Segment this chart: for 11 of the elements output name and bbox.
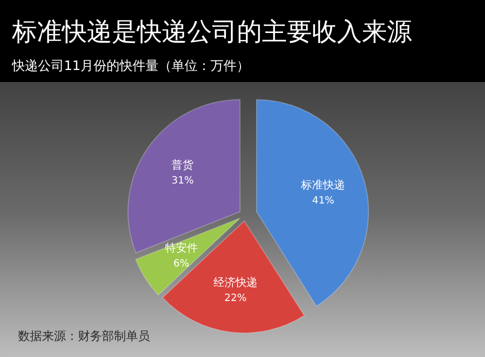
slice-label: 特安件 [164, 241, 198, 254]
data-label: 6% [173, 258, 190, 270]
slice-label: 经济快递 [214, 276, 258, 289]
data-label: 41% [312, 195, 334, 206]
data-label: 22% [224, 292, 247, 304]
slice-label: 普货 [172, 158, 194, 172]
source-note: 数据来源：财务部制单员 [18, 329, 150, 343]
chart-subtitle: 快递公司11月份的快件量（单位：万件） [11, 59, 250, 74]
slice-label: 标准快递 [300, 178, 346, 192]
chart-title: 标准快递是快递公司的主要收入来源 [11, 17, 412, 46]
data-label: 31% [171, 176, 194, 187]
